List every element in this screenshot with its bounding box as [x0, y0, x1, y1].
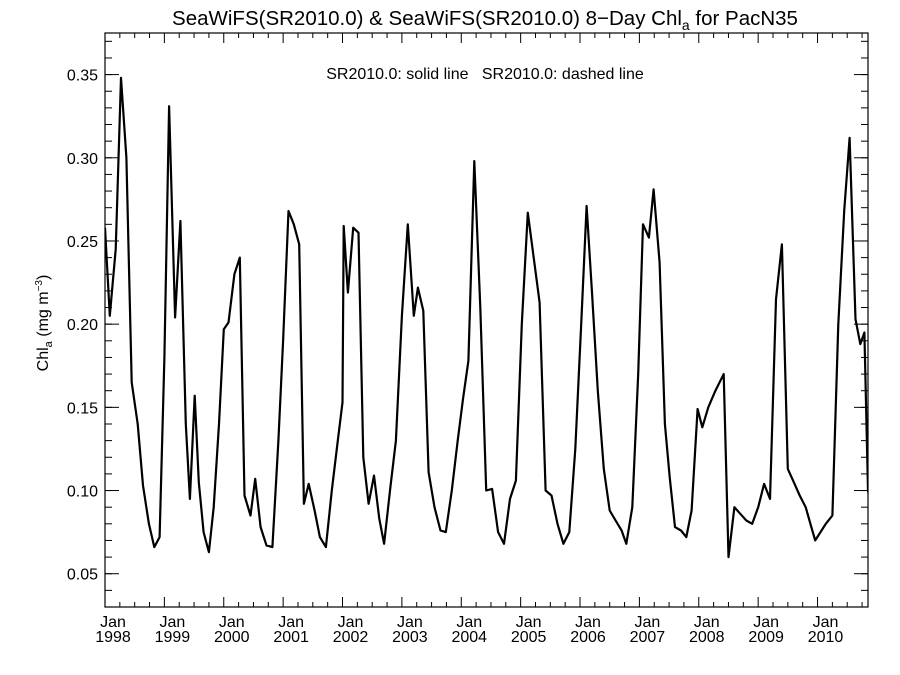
- x-tick-year: 2000: [214, 629, 250, 646]
- y-axis-label-subscript: a: [43, 340, 55, 347]
- x-tick-month: Jan: [278, 614, 304, 631]
- x-tick-month: Jan: [516, 614, 542, 631]
- y-axis-label-main: Chl: [35, 347, 52, 371]
- x-tick-month: Jan: [694, 614, 720, 631]
- chart-title: SeaWiFS(SR2010.0) & SeaWiFS(SR2010.0) 8−…: [172, 7, 798, 33]
- plot-frame: [104, 32, 869, 608]
- y-axis-label-close: ): [35, 275, 52, 280]
- chart-title-main: SeaWiFS(SR2010.0) & SeaWiFS(SR2010.0) 8−…: [172, 7, 682, 30]
- y-tick-labels: 0.05 0.10 0.15 0.20 0.25 0.30 0.35: [67, 68, 98, 584]
- y-axis-label-superscript: −3: [34, 280, 45, 292]
- y-tick-label: 0.20: [67, 317, 98, 334]
- x-tick-month: Jan: [159, 614, 185, 631]
- x-tick-month: Jan: [456, 614, 482, 631]
- x-tick-month: Jan: [338, 614, 364, 631]
- x-tick-year: 2010: [808, 629, 844, 646]
- x-tick-year: 2008: [689, 629, 725, 646]
- x-tick-month: Jan: [397, 614, 423, 631]
- x-tick-year: 2003: [392, 629, 428, 646]
- x-tick-labels: Jan1998Jan1999Jan2000Jan2001Jan2002Jan20…: [95, 614, 843, 646]
- x-tick-year: 2009: [748, 629, 784, 646]
- x-tick-month: Jan: [634, 614, 660, 631]
- data-series: [105, 76, 868, 559]
- y-axis-label-units: (mg m: [35, 291, 52, 341]
- x-tick-year: 2001: [273, 629, 309, 646]
- y-tick-label: 0.05: [67, 567, 98, 584]
- x-tick-month: Jan: [575, 614, 601, 631]
- x-tick-year: 2005: [511, 629, 547, 646]
- x-tick-month: Jan: [219, 614, 245, 631]
- y-tick-label: 0.35: [67, 68, 98, 85]
- x-tick-month: Jan: [753, 614, 779, 631]
- chart-title-subscript: a: [682, 17, 690, 33]
- y-tick-label: 0.10: [67, 484, 98, 501]
- y-tick-label: 0.30: [67, 151, 98, 168]
- x-tick-year: 2002: [333, 629, 369, 646]
- x-tick-month: Jan: [100, 614, 126, 631]
- x-tick-year: 1998: [95, 629, 131, 646]
- y-tick-label: 0.15: [67, 400, 98, 417]
- series-line-solid: [105, 76, 868, 559]
- tick-marks: [104, 33, 868, 608]
- x-tick-month: Jan: [813, 614, 839, 631]
- x-tick-year: 2004: [451, 629, 487, 646]
- chart-title-tail: for PacN35: [690, 7, 798, 30]
- y-tick-label: 0.25: [67, 234, 98, 251]
- x-tick-year: 2007: [630, 629, 666, 646]
- legend-annotation: SR2010.0: solid line SR2010.0: dashed li…: [326, 66, 644, 83]
- x-tick-year: 2006: [570, 629, 606, 646]
- y-axis-label: Chla (mg m−3): [34, 275, 55, 372]
- x-tick-year: 1999: [155, 629, 191, 646]
